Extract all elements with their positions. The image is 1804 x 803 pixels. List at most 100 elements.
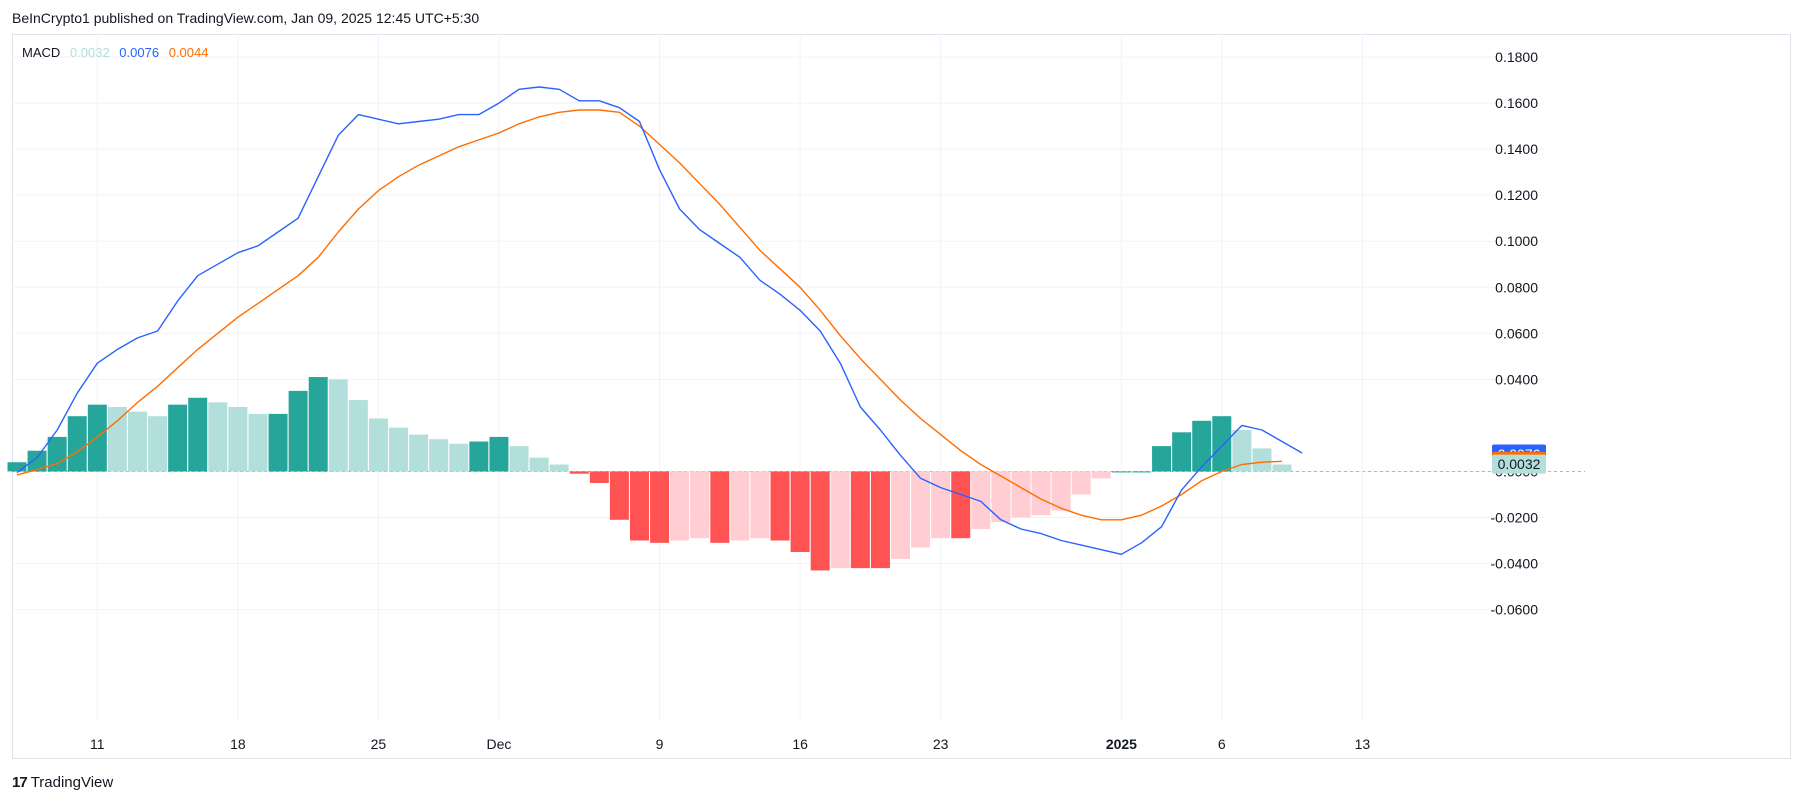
- histogram-bar: [770, 471, 790, 541]
- macd-line: [16, 86, 1303, 555]
- y-tick-label: -0.0600: [1491, 602, 1539, 618]
- x-tick-label: 18: [230, 736, 246, 752]
- x-tick-label: 23: [933, 736, 949, 752]
- histogram-bar: [1131, 471, 1151, 473]
- histogram-bar: [850, 471, 870, 569]
- histogram-bar: [891, 471, 911, 559]
- histogram-bar: [248, 413, 268, 472]
- histogram-bar: [127, 411, 147, 472]
- histogram-bar: [650, 471, 670, 543]
- histogram-bar: [429, 439, 449, 472]
- histogram-bar: [509, 446, 529, 472]
- histogram-bar: [670, 471, 690, 541]
- grid: [12, 34, 1585, 720]
- histogram-bar: [971, 471, 991, 529]
- histogram-bar: [368, 418, 388, 472]
- legend-macd-value: 0.0076: [119, 45, 160, 60]
- histogram-bar: [549, 464, 569, 472]
- y-tick-label: 0.1800: [1495, 49, 1538, 65]
- histogram-bar: [1051, 471, 1071, 511]
- x-tick-label: 6: [1218, 736, 1226, 752]
- y-tick-label: -0.0200: [1491, 509, 1539, 525]
- histogram-bar: [107, 406, 127, 472]
- histogram-bar: [1071, 471, 1091, 495]
- histogram-bar: [1031, 471, 1051, 516]
- histogram-bar: [730, 471, 750, 541]
- histogram-bar: [268, 413, 288, 472]
- histogram-bar: [1232, 430, 1252, 472]
- histogram-bar: [87, 404, 107, 472]
- y-tick-label: 0.0800: [1495, 279, 1538, 295]
- histogram-bar: [911, 471, 931, 548]
- histogram-bar: [47, 436, 67, 472]
- histogram-bar: [1091, 471, 1111, 479]
- y-axis[interactable]: 0.1800 0.1600 0.1400 0.1200 0.1000 0.0800 0.06…: [1491, 49, 1539, 618]
- y-tick-label: -0.0400: [1491, 556, 1539, 572]
- lines: [16, 86, 1303, 555]
- legend-histogram-value: 0.0032: [69, 45, 110, 60]
- brand-name: TradingView: [30, 773, 114, 791]
- histogram-bar: [991, 471, 1011, 523]
- histogram-bar: [1011, 471, 1031, 518]
- x-tick-label: Dec: [486, 736, 511, 752]
- histogram-bar: [188, 397, 208, 472]
- legend-signal-value: 0.0044: [168, 45, 209, 60]
- histogram-bar: [931, 471, 951, 539]
- histogram-bar: [569, 471, 589, 474]
- histogram-bar: [228, 406, 248, 472]
- x-tick-label: 16: [792, 736, 808, 752]
- histogram-bar: [208, 402, 228, 472]
- histogram-bar: [951, 471, 971, 539]
- histogram-bar: [308, 377, 328, 472]
- histogram-bar: [690, 471, 710, 539]
- histogram-bar: [7, 462, 27, 472]
- histogram-bar: [1111, 471, 1131, 473]
- chart-frame: [12, 34, 1791, 759]
- legend-label: MACD: [22, 45, 61, 60]
- x-tick-label: 13: [1355, 736, 1371, 752]
- histogram-bar: [1192, 420, 1212, 472]
- y-tick-label: 0.0600: [1495, 325, 1538, 341]
- histogram-bar: [489, 436, 509, 472]
- x-tick-label: 2025: [1106, 736, 1137, 752]
- x-tick-label: 11: [90, 736, 105, 752]
- histogram-bar: [609, 471, 629, 520]
- histogram-bar: [710, 471, 730, 543]
- y-tick-label: 0.1400: [1495, 141, 1538, 157]
- histogram-bar: [409, 434, 429, 472]
- histogram-bar: [67, 416, 87, 472]
- histogram-bar: [1212, 416, 1232, 472]
- y-tick-label: 0.1600: [1495, 95, 1538, 111]
- histogram-bar: [870, 471, 890, 569]
- y-tick-label: 0.0400: [1495, 371, 1538, 387]
- histogram-bar: [830, 471, 850, 569]
- tradingview-logo-icon: 17: [12, 773, 28, 791]
- y-tick-label: 0.1200: [1495, 187, 1538, 203]
- histogram-bar: [810, 471, 830, 571]
- histogram-bar: [469, 441, 489, 472]
- histogram-bar: [629, 471, 649, 541]
- histogram-bar: [1272, 464, 1292, 472]
- x-axis[interactable]: 11 18 25 Dec 9 16 23 2025 6 13: [90, 736, 1370, 752]
- publish-info: BeInCrypto1 published on TradingView.com…: [12, 10, 480, 26]
- histogram-bar: [750, 471, 770, 539]
- histogram-bar: [148, 416, 168, 472]
- histogram-bar: [589, 471, 609, 483]
- histogram-bar: [790, 471, 810, 553]
- y-tick-label: 0.1000: [1495, 233, 1538, 249]
- footer-branding[interactable]: 17 TradingView: [12, 771, 113, 793]
- badge-bg-histogram: [1492, 454, 1546, 474]
- histogram-bar: [27, 450, 47, 472]
- histogram-bar: [328, 379, 348, 472]
- badge-label-histogram: 0.0032: [1498, 456, 1541, 472]
- signal-line: [16, 109, 1283, 521]
- histogram-bar: [449, 443, 469, 472]
- indicator-legend[interactable]: MACD 0.0032 0.0076 0.0044: [22, 45, 214, 60]
- x-tick-label: 25: [371, 736, 387, 752]
- histogram-bar: [168, 404, 188, 472]
- histogram-bar: [389, 427, 409, 472]
- histogram-bar: [1152, 446, 1172, 472]
- histogram-bar: [288, 390, 308, 472]
